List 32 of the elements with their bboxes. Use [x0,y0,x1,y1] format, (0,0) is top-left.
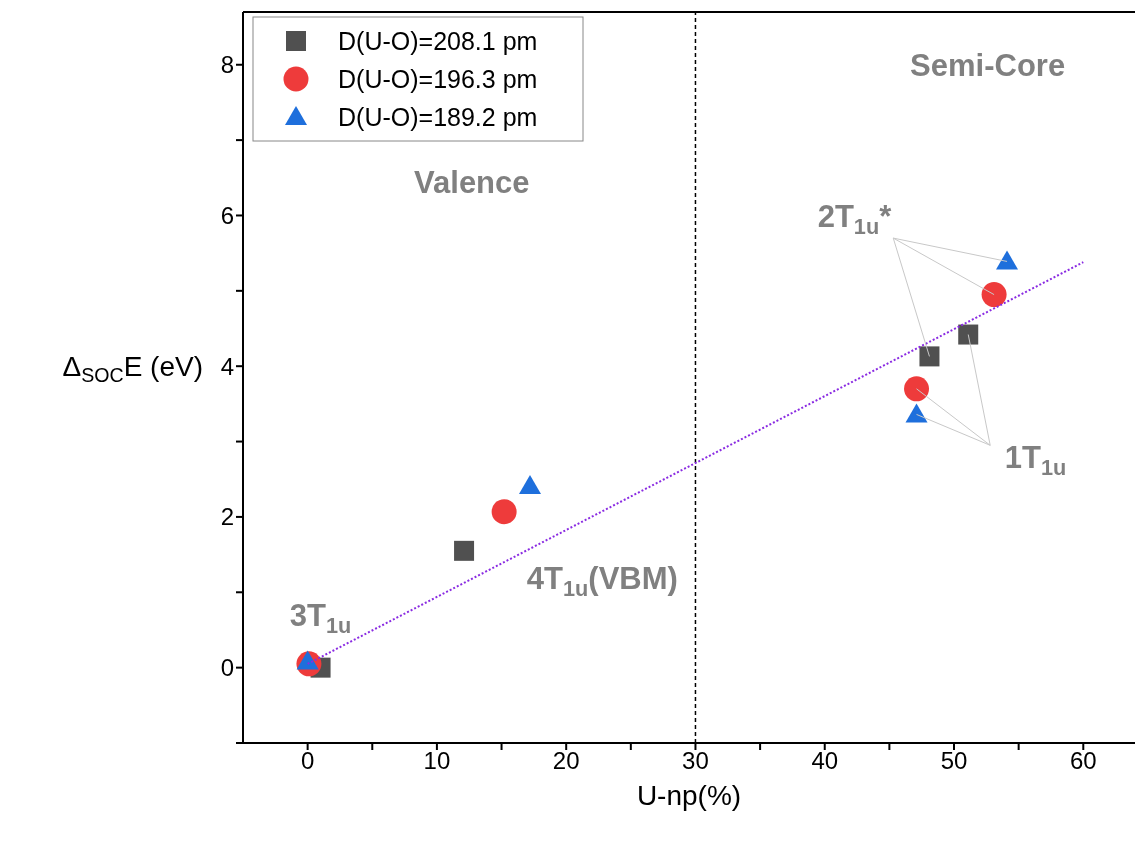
x-tick-label: 60 [1069,747,1097,775]
point [491,499,517,525]
legend-label: D(U-O)=208.1 pm [338,27,538,55]
annotation: 1T$_{1u}$ [1004,439,1067,480]
point [518,475,541,495]
x-tick-label: 40 [811,747,839,775]
y-axis-title: Δ$_{SOC}$E (eV) [62,351,203,387]
point [454,540,475,561]
x-tick-label: 20 [552,747,580,775]
x-tick-label: 30 [682,747,709,775]
point [904,376,930,402]
legend-label: D(U-O)=189.2 pm [338,103,538,131]
point [996,250,1019,270]
annotation: 3T$_{1u}$ [289,598,352,638]
point [981,282,1007,308]
point [919,346,940,367]
legend-label: D(U-O)=196.3 pm [338,65,538,93]
y-tick-label: 0 [220,654,234,682]
y-tick-label: 4 [220,352,234,380]
y-tick-label: 6 [220,201,234,229]
annotation: Valence [414,164,530,200]
x-tick-label: 10 [423,747,451,775]
annotation: Semi-Core [910,48,1066,84]
x-tick-label: 50 [940,747,968,775]
x-tick-label: 0 [300,747,315,775]
x-axis-title: U-np(%) [636,780,742,811]
point [296,650,319,670]
y-tick-label: 2 [220,503,234,531]
y-tick-label: 8 [220,51,234,79]
point [958,324,979,345]
annotation: 2T$_{1u}$* [817,198,893,239]
annotation: 4T$_{1u}$(VBM) [526,560,678,601]
